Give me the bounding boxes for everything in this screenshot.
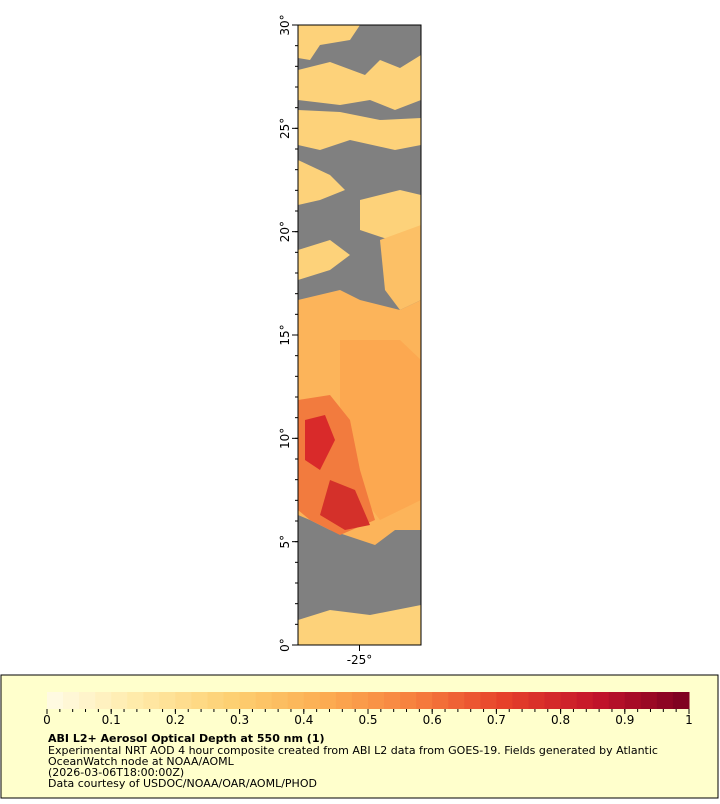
colorbar-swatch bbox=[624, 692, 642, 709]
colorbar-swatch bbox=[287, 692, 305, 709]
lat-tick-label: 15° bbox=[278, 324, 292, 345]
map-raster bbox=[298, 25, 421, 645]
colorbar-swatch bbox=[175, 692, 192, 709]
colorbar-swatch bbox=[95, 692, 112, 709]
colorbar-swatch bbox=[592, 692, 610, 709]
colorbar-tick-label: 0.6 bbox=[423, 713, 442, 727]
colorbar-swatch bbox=[127, 692, 144, 709]
colorbar-swatch bbox=[400, 692, 417, 709]
lat-tick-label: 10° bbox=[278, 428, 292, 449]
lat-tick-label: 5° bbox=[278, 535, 292, 549]
colorbar-swatch bbox=[335, 692, 353, 709]
colorbar-tick-label: 0.8 bbox=[551, 713, 570, 727]
colorbar-tick-label: 0 bbox=[43, 713, 51, 727]
map-axes: 0° 5° 10° 15° 20° 25° 30° -25° bbox=[278, 14, 372, 667]
lat-tick-label: 30° bbox=[278, 14, 292, 35]
colorbar-swatch bbox=[544, 692, 562, 709]
colorbar-tick-label: 0.4 bbox=[294, 713, 313, 727]
colorbar-tick-label: 0.1 bbox=[102, 713, 121, 727]
colorbar-swatch bbox=[560, 692, 578, 709]
colorbar-swatch bbox=[63, 692, 80, 709]
caption-line: (2026-03-06T18:00:00Z) bbox=[48, 766, 184, 779]
colorbar-tick-label: 1 bbox=[685, 713, 693, 727]
caption-line: Data courtesy of USDOC/NOAA/OAR/AOML/PHO… bbox=[48, 777, 317, 790]
colorbar-swatch bbox=[239, 692, 257, 709]
colorbar: 0 0.1 0.2 0.3 0.4 0.5 0.6 0.7 0.8 0.9 1 bbox=[43, 692, 693, 727]
colorbar-tick-label: 0.9 bbox=[615, 713, 634, 727]
colorbar-swatch bbox=[111, 692, 128, 709]
colorbar-swatch bbox=[640, 692, 658, 709]
colorbar-swatch bbox=[672, 692, 690, 709]
lat-tick-label: 25° bbox=[278, 118, 292, 139]
colorbar-swatch bbox=[79, 692, 96, 709]
colorbar-title: ABI L2+ Aerosol Optical Depth at 550 nm … bbox=[48, 732, 325, 745]
colorbar-swatch bbox=[576, 692, 594, 709]
colorbar-tick-label: 0.5 bbox=[358, 713, 377, 727]
lat-tick-label: 20° bbox=[278, 221, 292, 242]
colorbar-swatch bbox=[608, 692, 626, 709]
colorbar-swatch bbox=[303, 692, 321, 709]
colorbar-swatch bbox=[271, 692, 289, 709]
colorbar-swatch bbox=[191, 692, 208, 709]
lon-tick-label: -25° bbox=[347, 653, 373, 667]
colorbar-swatch bbox=[207, 692, 225, 709]
colorbar-tick-label: 0.7 bbox=[487, 713, 506, 727]
colorbar-swatch bbox=[416, 692, 433, 709]
colorbar-swatch bbox=[159, 692, 176, 709]
colorbar-swatch bbox=[480, 692, 497, 709]
colorbar-swatch bbox=[368, 692, 385, 709]
colorbar-swatch bbox=[319, 692, 337, 709]
colorbar-swatch bbox=[496, 692, 513, 709]
lat-tick-label: 0° bbox=[278, 638, 292, 652]
colorbar-tick-label: 0.3 bbox=[230, 713, 249, 727]
colorbar-swatch bbox=[223, 692, 241, 709]
colorbar-swatch bbox=[512, 692, 529, 709]
colorbar-swatch bbox=[656, 692, 674, 709]
colorbar-swatch bbox=[448, 692, 465, 709]
colorbar-swatch bbox=[255, 692, 273, 709]
colorbar-swatch bbox=[47, 692, 64, 709]
colorbar-tick-label: 0.2 bbox=[166, 713, 185, 727]
colorbar-swatch bbox=[351, 692, 369, 709]
colorbar-swatch bbox=[528, 692, 546, 709]
colorbar-swatch bbox=[384, 692, 401, 709]
colorbar-swatch bbox=[464, 692, 481, 709]
caption-line: OceanWatch node at NOAA/AOML bbox=[48, 755, 235, 768]
caption-line: Experimental NRT AOD 4 hour composite cr… bbox=[48, 744, 658, 757]
colorbar-swatch bbox=[432, 692, 449, 709]
colorbar-swatch bbox=[143, 692, 160, 709]
